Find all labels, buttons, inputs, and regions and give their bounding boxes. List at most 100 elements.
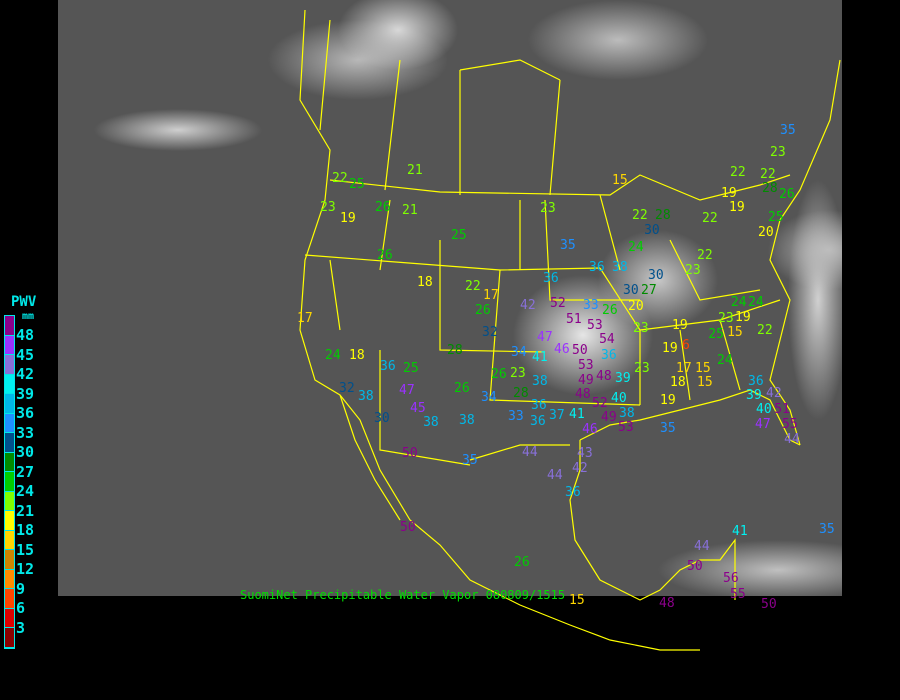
pwv-station-value: 36 (748, 373, 764, 389)
legend-swatch (5, 355, 14, 375)
pwv-station-value: 22 (757, 322, 773, 338)
pwv-station-value: 41 (732, 523, 748, 539)
pwv-station-value: 19 (660, 392, 676, 408)
pwv-station-value: 50 (687, 558, 703, 574)
pwv-station-value: 19 (729, 199, 745, 215)
legend-label: 15 (16, 540, 35, 559)
pwv-station-value: 50 (400, 519, 416, 535)
pwv-station-value: 44 (784, 431, 800, 447)
pwv-station-value: 24 (717, 352, 733, 368)
legend-swatch (5, 374, 14, 394)
pwv-station-value: 35 (560, 237, 576, 253)
pwv-station-value: 33 (508, 408, 524, 424)
legend-label: 18 (16, 521, 35, 539)
pwv-station-value: 19 (735, 309, 751, 325)
pwv-station-value: 38 (459, 412, 475, 428)
legend-color-bar (4, 315, 15, 649)
pwv-station-value: 19 (662, 340, 678, 356)
legend-swatch (5, 335, 14, 355)
pwv-station-value: 28 (447, 342, 463, 358)
pwv-station-value: 15 (695, 360, 711, 376)
pwv-station-value: 36 (543, 270, 559, 286)
pwv-station-value: 30 (648, 267, 664, 283)
pwv-station-value: 23 (320, 199, 336, 215)
legend-label: 12 (16, 560, 35, 578)
pwv-station-value: 42 (766, 385, 782, 401)
atlantic-coast (769, 59, 841, 446)
legend-swatch (5, 628, 14, 648)
pwv-station-value: 25 (451, 227, 467, 243)
pwv-station-value: 17 (676, 360, 692, 376)
pwv-station-value: 23 (540, 200, 556, 216)
pwv-station-value: 35 (780, 122, 796, 138)
legend-swatch (5, 472, 14, 492)
pwv-station-value: 52 (550, 295, 566, 311)
pwv-station-value: 36 (531, 397, 547, 413)
pwv-station-value: 39 (615, 370, 631, 386)
canada-us-border (329, 174, 791, 201)
pwv-station-value: 32 (482, 324, 498, 340)
pwv-station-value: 48 (659, 595, 675, 611)
pwv-station-value: 25 (349, 176, 365, 192)
canada-province-lines (319, 19, 561, 196)
pwv-station-value: 22 (465, 278, 481, 294)
pwv-station-value: 32 (339, 380, 355, 396)
pwv-station-value: 48 (596, 368, 612, 384)
pwv-station-value: 17 (483, 287, 499, 303)
pwv-station-value: 39 (746, 387, 762, 403)
pwv-station-value: 51 (566, 311, 582, 327)
pwv-station-value: 48 (575, 386, 591, 402)
legend-label: 6 (16, 599, 26, 617)
pwv-station-value: 36 (380, 358, 396, 374)
pwv-station-value: 23 (770, 144, 786, 160)
pwv-station-value: 23 (685, 262, 701, 278)
legend-label: 27 (16, 462, 35, 481)
legend-swatch (5, 608, 14, 628)
pwv-station-value: 54 (599, 331, 615, 347)
legend-label: 3 (16, 618, 26, 637)
gulf-coast (569, 440, 736, 601)
pwv-station-value: 38 (532, 373, 548, 389)
pwv-station-value: 38 (612, 259, 628, 275)
pwv-station-value: 35 (660, 420, 676, 436)
pwv-station-value: 23 (633, 320, 649, 336)
pwv-station-value: 36 (565, 484, 581, 500)
pwv-station-value: 23 (510, 365, 526, 381)
legend-swatch (5, 491, 14, 511)
pwv-station-value: 42 (520, 297, 536, 313)
pwv-station-value: 50 (402, 445, 418, 461)
pwv-station-value: 18 (349, 347, 365, 363)
pwv-station-value: 43 (577, 445, 593, 461)
pacific-coast (299, 9, 700, 651)
pwv-station-value: 30 (644, 222, 660, 238)
pwv-station-value: 19 (672, 317, 688, 333)
pwv-station-value: 25 (708, 326, 724, 342)
pwv-station-value: 22 (697, 247, 713, 263)
pwv-station-value: 22 (760, 166, 776, 182)
pwv-station-value: 49 (601, 409, 617, 425)
pwv-station-value: 15 (569, 592, 585, 608)
legend-swatch (5, 569, 14, 589)
legend-label: 9 (16, 579, 26, 598)
pwv-station-value: 35 (462, 452, 478, 468)
pwv-station-value: 20 (628, 298, 644, 314)
legend-label: 42 (16, 365, 35, 383)
pwv-station-value: 53 (587, 317, 603, 333)
pwv-station-value: 21 (402, 202, 418, 218)
pwv-station-value: 24 (748, 295, 764, 311)
legend-swatch (5, 511, 14, 531)
pwv-station-value: 26 (475, 302, 491, 318)
pwv-station-value: 40 (611, 390, 627, 406)
pwv-station-value: 23 (718, 310, 734, 326)
pwv-station-value: 26 (375, 199, 391, 215)
pwv-station-value: 34 (511, 344, 527, 360)
legend-label: 48 (16, 326, 35, 344)
pwv-station-value: 23 (634, 360, 650, 376)
pwv-station-value: 47 (755, 416, 771, 432)
pwv-station-value: 22 (632, 207, 648, 223)
pwv-station-value: 41 (532, 349, 548, 365)
pwv-station-value: 26 (377, 247, 393, 263)
map-caption: SuomiNet Precipitable Water Vapor 080809… (240, 588, 566, 602)
legend-label: 33 (16, 423, 35, 442)
